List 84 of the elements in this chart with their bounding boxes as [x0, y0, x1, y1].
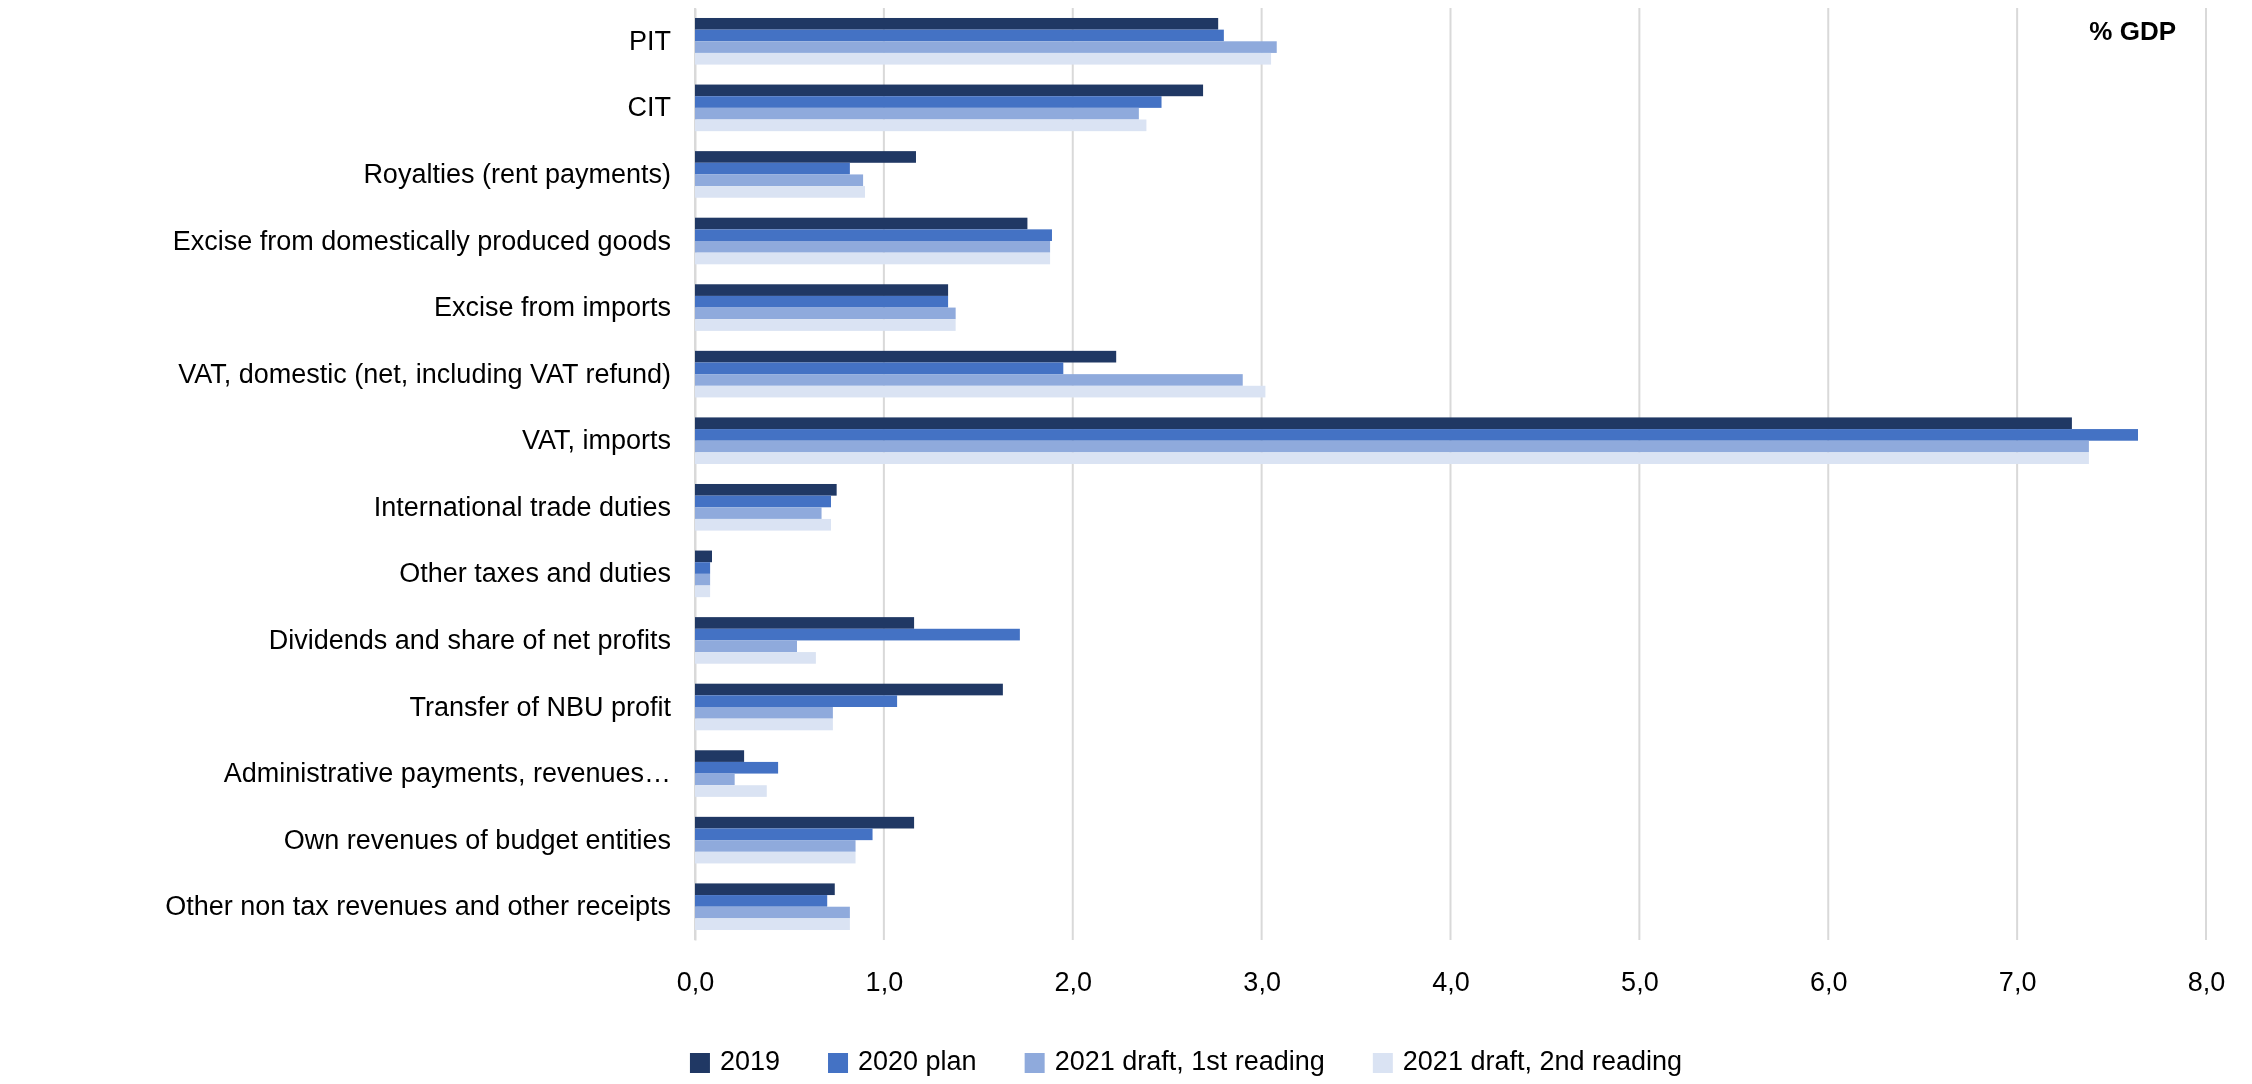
bar — [695, 683, 1003, 696]
bar — [695, 17, 1219, 30]
x-tick-label: 0,0 — [676, 967, 715, 998]
bar — [695, 640, 797, 653]
bar — [695, 707, 833, 719]
bar — [695, 41, 1277, 53]
bar — [695, 417, 2072, 430]
x-tick-label: 1,0 — [865, 967, 904, 998]
bar — [695, 295, 949, 308]
bar — [695, 550, 712, 563]
bar — [695, 186, 865, 198]
x-tick-label: 5,0 — [1621, 967, 1659, 998]
y-tick-label: PIT — [628, 25, 671, 56]
y-tick-label: Excise from domestically produced goods — [172, 225, 671, 256]
y-tick-label: Own revenues of budget entities — [283, 824, 671, 855]
legend-label: 2019 — [719, 1046, 781, 1076]
bar — [695, 307, 956, 320]
bar — [695, 319, 956, 331]
bar — [695, 151, 916, 163]
bar — [695, 883, 835, 896]
bar — [695, 483, 837, 496]
bar — [695, 452, 2089, 465]
bar — [695, 362, 1064, 375]
bar — [695, 785, 767, 797]
legend-label: 2020 plan — [858, 1046, 977, 1076]
bar — [695, 84, 1204, 97]
bar — [695, 440, 2089, 453]
bar — [695, 750, 745, 762]
x-tick-label: 7,0 — [1998, 967, 2037, 998]
y-tick-label: International trade duties — [373, 491, 671, 522]
bar — [695, 773, 735, 786]
bar — [695, 252, 1051, 265]
bar — [695, 241, 1051, 253]
x-tick-label: 8,0 — [2187, 967, 2226, 998]
bar — [695, 52, 1272, 65]
bar — [695, 284, 949, 296]
x-tick-label: 6,0 — [1809, 967, 1848, 998]
bar — [695, 374, 1243, 386]
bar — [695, 562, 711, 574]
y-tick-label: Administrative payments, revenues… — [223, 758, 671, 789]
bar — [695, 652, 816, 664]
bar — [695, 507, 822, 519]
bar — [695, 229, 1052, 241]
annotation: % GDP — [2089, 16, 2176, 46]
y-tick-label: Dividends and share of net profits — [268, 625, 671, 656]
bar — [695, 96, 1162, 108]
y-tick-label: VAT, imports — [521, 425, 671, 456]
y-tick-label: Transfer of NBU profit — [409, 691, 672, 722]
x-tick-label: 4,0 — [1432, 967, 1470, 998]
bar — [695, 350, 1117, 363]
bar — [695, 895, 828, 907]
y-tick-label: CIT — [627, 92, 671, 123]
bar — [695, 573, 711, 586]
y-tick-label: Other taxes and duties — [399, 558, 671, 589]
bar — [695, 695, 898, 707]
bar — [695, 29, 1224, 42]
x-tick-label: 3,0 — [1243, 967, 1281, 998]
bar — [695, 718, 833, 731]
bar — [695, 761, 779, 774]
bar — [695, 617, 915, 629]
bar — [695, 162, 850, 175]
legend-label: 2021 draft, 2nd reading — [1402, 1046, 1683, 1076]
legend-label: 2021 draft, 1st reading — [1054, 1046, 1325, 1076]
y-tick-label: VAT, domestic (net, including VAT refund) — [178, 358, 671, 389]
x-tick-label: 2,0 — [1054, 967, 1093, 998]
bar — [695, 585, 711, 598]
y-tick-label: Excise from imports — [433, 292, 671, 323]
bar — [695, 840, 856, 852]
bar — [695, 828, 873, 841]
bar — [695, 918, 850, 931]
bar — [695, 851, 856, 864]
bar — [695, 816, 915, 829]
bar — [695, 906, 850, 919]
bar — [695, 495, 831, 508]
bar — [695, 628, 1020, 641]
bar — [695, 385, 1266, 398]
bar — [695, 174, 864, 187]
y-tick-label: Royalties (rent payments) — [363, 159, 671, 190]
bar — [695, 518, 831, 531]
bar — [695, 119, 1147, 132]
bar — [695, 429, 2139, 441]
bar — [695, 107, 1139, 120]
bar — [695, 217, 1028, 230]
y-tick-label: Other non tax revenues and other receipts — [165, 891, 671, 922]
